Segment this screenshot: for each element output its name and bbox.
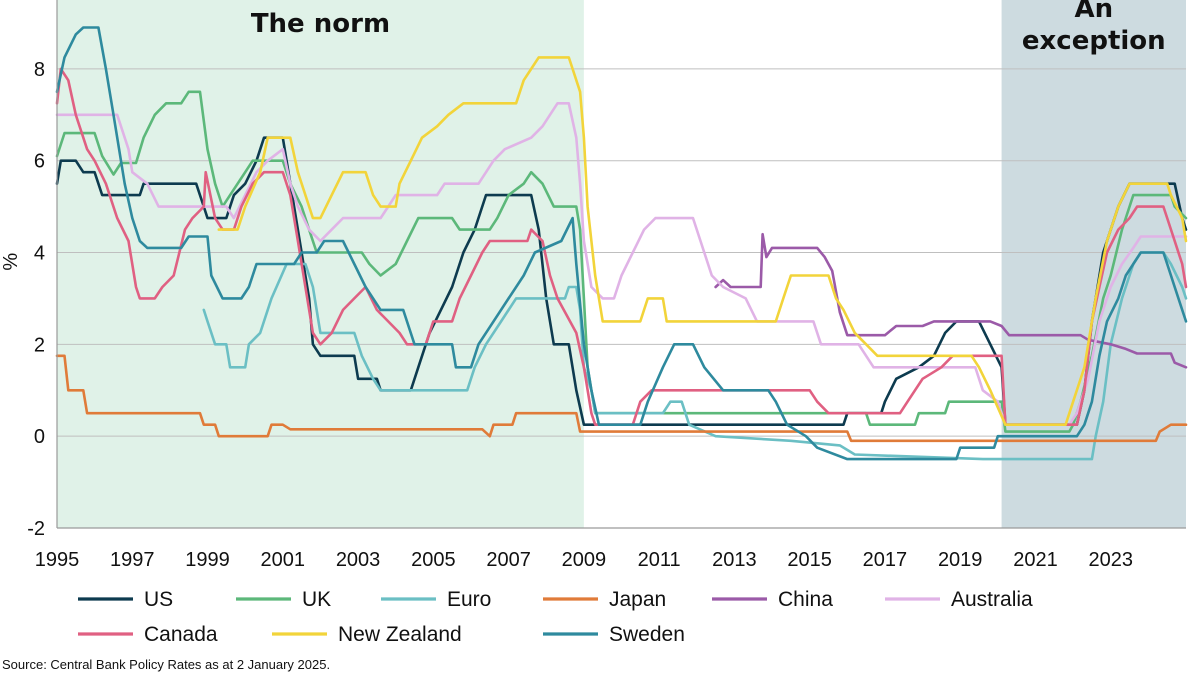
x-tick-label: 2007 xyxy=(486,549,531,571)
y-tick-label: 0 xyxy=(34,426,45,448)
x-tick-label: 2003 xyxy=(336,549,381,571)
series-line-australia xyxy=(55,102,1188,426)
series-line-euro xyxy=(202,251,1188,461)
axes: -2 0 2 4 6 8 1995 1997 1999 2001 2003 2005 2007 2009 2… xyxy=(0,0,1186,571)
band-label-exception-line1: An xyxy=(1074,0,1113,24)
y-axis-label: % xyxy=(0,253,22,271)
band-0 xyxy=(57,0,584,528)
y-tick-label: 4 xyxy=(34,243,45,265)
legend: US UK Euro Japan China Australia Canada New Zea… xyxy=(78,588,1033,646)
y-tick-label: -2 xyxy=(27,518,45,540)
x-tick-label: 2023 xyxy=(1088,549,1133,571)
legend-label-us: US xyxy=(144,588,173,611)
legend-label-sweden: Sweden xyxy=(609,623,685,646)
series-line-canada xyxy=(55,67,1188,426)
legend-label-australia: Australia xyxy=(951,588,1033,611)
x-tick-label: 1999 xyxy=(185,549,230,571)
legend-label-japan: Japan xyxy=(609,588,666,611)
x-tick-label: 2009 xyxy=(562,549,607,571)
x-tick-label: 2011 xyxy=(638,549,681,571)
series-line-new-zealand xyxy=(217,56,1188,426)
band-label-exception-line2: exception xyxy=(1022,26,1166,56)
legend-label-euro: Euro xyxy=(447,588,491,611)
legend-label-china: China xyxy=(778,588,833,611)
x-tick-label: 2021 xyxy=(1013,549,1058,571)
series-line-japan xyxy=(55,354,1188,443)
x-tick-label: 1995 xyxy=(35,549,80,571)
x-tick-label: 2017 xyxy=(863,549,908,571)
y-tick-label: 8 xyxy=(34,59,45,81)
x-tick-label: 2001 xyxy=(261,549,306,571)
series-lines xyxy=(55,26,1188,461)
legend-label-uk: UK xyxy=(302,588,331,611)
x-tick-label: 2005 xyxy=(411,549,456,571)
source-note: Source: Central Bank Policy Rates as at … xyxy=(2,657,331,672)
legend-label-new-zealand: New Zealand xyxy=(338,623,462,646)
x-tick-label: 2019 xyxy=(938,549,983,571)
x-tick-label: 2013 xyxy=(712,549,757,571)
series-line-uk xyxy=(55,90,1188,433)
legend-label-canada: Canada xyxy=(144,623,218,646)
y-tick-label: 2 xyxy=(34,334,45,356)
y-tick-label: 6 xyxy=(34,151,45,173)
band-label-norm: The norm xyxy=(251,9,390,39)
series-line-china xyxy=(714,232,1188,369)
series-line-sweden xyxy=(55,26,1188,461)
x-tick-label: 1997 xyxy=(110,549,155,571)
x-tick-label: 2015 xyxy=(787,549,832,571)
